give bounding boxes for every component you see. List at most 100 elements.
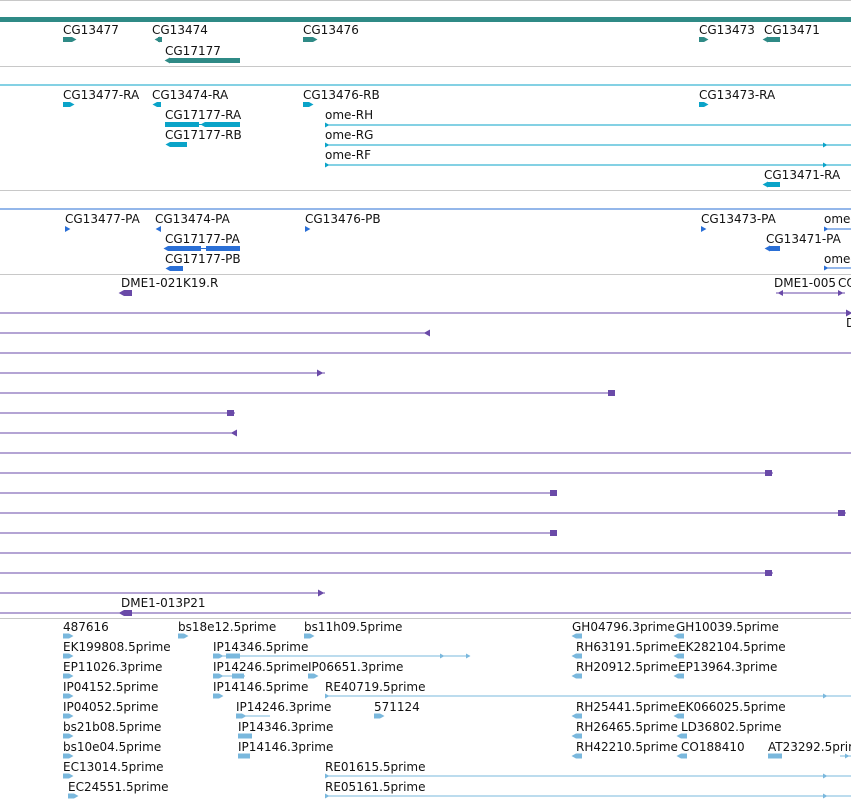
- est-arrow[interactable]: [69, 733, 74, 739]
- est-bar[interactable]: [213, 693, 219, 699]
- est-arrow[interactable]: [823, 793, 828, 799]
- est-arrow[interactable]: [466, 653, 471, 659]
- protein-label[interactable]: CG13471-PA: [766, 232, 841, 246]
- est-bar[interactable]: [304, 633, 310, 639]
- est-label[interactable]: AT23292.5prime: [768, 740, 851, 754]
- est-bar[interactable]: [240, 753, 250, 759]
- clone-arrow[interactable]: [317, 369, 324, 377]
- tx-arrow[interactable]: [823, 142, 828, 148]
- est-label[interactable]: IP14246.3prime: [236, 700, 332, 714]
- clone-arrow[interactable]: [318, 589, 325, 597]
- clone-arrow[interactable]: [423, 329, 430, 337]
- est-bar[interactable]: [576, 733, 582, 739]
- clone-bar[interactable]: [124, 290, 132, 296]
- est-bar[interactable]: [178, 633, 184, 639]
- est-arrow[interactable]: [571, 753, 577, 759]
- transcript-label[interactable]: CG13471-RA: [764, 168, 841, 182]
- est-bar[interactable]: [68, 793, 74, 799]
- tx-bar[interactable]: [768, 182, 780, 187]
- clone-arrow[interactable]: [118, 610, 124, 616]
- est-arrow[interactable]: [571, 713, 577, 719]
- est-bar[interactable]: [576, 713, 582, 719]
- est-bar[interactable]: [576, 753, 582, 759]
- est-bar[interactable]: [576, 653, 582, 659]
- est-label[interactable]: IP06651.3prime: [308, 660, 404, 674]
- protein-label[interactable]: CG17177-PB: [165, 252, 241, 266]
- est-bar[interactable]: [576, 673, 582, 679]
- est-bar[interactable]: [63, 693, 69, 699]
- est-arrow[interactable]: [184, 633, 189, 639]
- tx-bar[interactable]: [170, 142, 187, 147]
- est-label[interactable]: IP14346.5prime: [213, 640, 309, 654]
- est-bar[interactable]: [63, 733, 69, 739]
- protein-arrow[interactable]: [764, 245, 770, 252]
- protein-label[interactable]: CG13474-PA: [155, 212, 230, 226]
- clone-arrow[interactable]: [846, 309, 851, 317]
- protein-arrow[interactable]: [824, 265, 829, 271]
- gene-cg13477-bar[interactable]: [63, 37, 72, 42]
- est-label[interactable]: RE40719.5prime: [325, 680, 426, 694]
- tx-arrow[interactable]: [200, 122, 206, 127]
- est-label[interactable]: IP14246.5prime: [213, 660, 309, 674]
- est-label[interactable]: RH20912.5prime: [576, 660, 678, 674]
- clone-bar[interactable]: [765, 470, 772, 476]
- est-arrow[interactable]: [69, 753, 74, 759]
- est-label[interactable]: bs21b08.5prime: [63, 720, 162, 734]
- scaffold-bar[interactable]: [0, 17, 851, 22]
- tx-arrow[interactable]: [165, 142, 171, 147]
- tx-arrow[interactable]: [704, 102, 709, 107]
- est-label[interactable]: EK199808.5prime: [63, 640, 171, 654]
- est-arrow[interactable]: [325, 693, 330, 699]
- transcript-label[interactable]: CG13477-RA: [63, 88, 140, 102]
- est-bar[interactable]: [681, 753, 687, 759]
- est-label[interactable]: EK066025.5prime: [678, 700, 786, 714]
- est-arrow[interactable]: [845, 753, 850, 759]
- est-label[interactable]: EP11026.3prime: [63, 660, 163, 674]
- est-arrow[interactable]: [69, 673, 74, 679]
- tx-bar[interactable]: [699, 102, 704, 107]
- tx-bar[interactable]: [205, 122, 240, 127]
- est-bar[interactable]: [63, 753, 69, 759]
- est-label[interactable]: LD36802.5prime: [681, 720, 782, 734]
- protein-arrow[interactable]: [824, 226, 829, 232]
- est-label[interactable]: IP14146.5prime: [213, 680, 309, 694]
- transcript-label[interactable]: ome-RH: [325, 108, 374, 122]
- transcript-label[interactable]: ome-RF: [325, 148, 371, 162]
- est-bar[interactable]: [63, 773, 69, 779]
- est-arrow[interactable]: [325, 793, 330, 799]
- protein-arrow[interactable]: [165, 266, 171, 271]
- protein-label[interactable]: ome-: [824, 252, 851, 266]
- est-label[interactable]: RE01615.5prime: [325, 760, 426, 774]
- transcript-label[interactable]: CG13476-RB: [303, 88, 380, 102]
- protein-bar[interactable]: [168, 246, 201, 251]
- clone-arrow[interactable]: [230, 429, 237, 437]
- protein-arrow[interactable]: [305, 226, 311, 232]
- est-arrow[interactable]: [823, 773, 828, 779]
- est-label[interactable]: bs10e04.5prime: [63, 740, 162, 754]
- gene-label[interactable]: CG13477: [63, 23, 119, 37]
- transcript-label[interactable]: CG17177-RB: [165, 128, 242, 142]
- gene-label[interactable]: CG13474: [152, 23, 208, 37]
- est-arrow[interactable]: [673, 673, 679, 679]
- gene-cg17177-bar[interactable]: [170, 58, 240, 63]
- est-label[interactable]: 571124: [374, 700, 420, 714]
- clone-label[interactable]: CO: [838, 276, 851, 290]
- gene-cg13473-bar[interactable]: [699, 37, 704, 42]
- gene-cg13474-bar[interactable]: [158, 37, 162, 42]
- est-label[interactable]: GH10039.5prime: [676, 620, 779, 634]
- est-arrow[interactable]: [69, 713, 74, 719]
- est-arrow[interactable]: [673, 653, 679, 659]
- est-bar[interactable]: [678, 673, 684, 679]
- est-bar[interactable]: [678, 653, 684, 659]
- gene-cg13476-bar[interactable]: [303, 37, 313, 42]
- est-label[interactable]: EK282104.5prime: [678, 640, 786, 654]
- est-label[interactable]: IP14346.3prime: [238, 720, 334, 734]
- est-label[interactable]: GH04796.3prime: [572, 620, 675, 634]
- protein-label[interactable]: CG13477-PA: [65, 212, 140, 226]
- clone-bar[interactable]: [838, 510, 845, 516]
- protein-bar[interactable]: [206, 246, 240, 251]
- clone-label[interactable]: D: [846, 316, 851, 330]
- est-arrow[interactable]: [74, 793, 79, 799]
- tx-arrow[interactable]: [309, 102, 314, 107]
- est-arrow[interactable]: [69, 773, 74, 779]
